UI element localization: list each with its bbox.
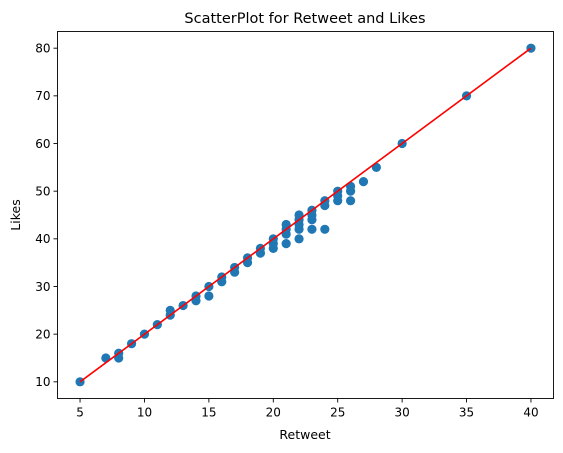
y-axis-ticks: 10 20 30 40 50 60 70 80	[35, 41, 58, 389]
x-tick-label: 15	[201, 406, 216, 420]
x-tick-label: 30	[394, 406, 409, 420]
data-point	[294, 234, 304, 244]
y-tick-label: 60	[35, 137, 50, 151]
data-point	[358, 177, 369, 187]
x-tick-label: 5	[76, 406, 84, 420]
fit-line-layer	[79, 47, 532, 383]
chart-title: ScatterPlot for Retweet and Likes	[184, 11, 425, 27]
y-tick-label: 40	[35, 232, 50, 246]
y-tick-label: 10	[35, 375, 50, 389]
x-tick-label: 35	[459, 406, 474, 420]
data-point	[281, 238, 291, 249]
data-point	[204, 291, 214, 301]
data-point	[345, 196, 356, 206]
x-tick-label: 20	[266, 406, 281, 420]
plot-frame	[57, 31, 554, 399]
y-tick-label: 50	[35, 184, 50, 198]
x-tick-label: 10	[137, 406, 152, 420]
y-axis-label: Likes	[8, 199, 23, 230]
plot-area	[57, 31, 554, 399]
x-axis-label: Retweet	[279, 427, 330, 442]
data-point	[320, 224, 330, 234]
y-tick-label: 30	[35, 280, 50, 294]
y-tick-label: 70	[35, 89, 50, 103]
x-tick-label: 40	[523, 406, 538, 420]
fit-line	[79, 47, 532, 383]
data-point	[307, 224, 317, 234]
x-tick-label: 25	[330, 406, 345, 420]
y-tick-label: 80	[35, 41, 50, 55]
x-axis-ticks: 5 10 15 20 25 30 35 40	[76, 398, 539, 420]
y-tick-label: 20	[35, 327, 50, 341]
